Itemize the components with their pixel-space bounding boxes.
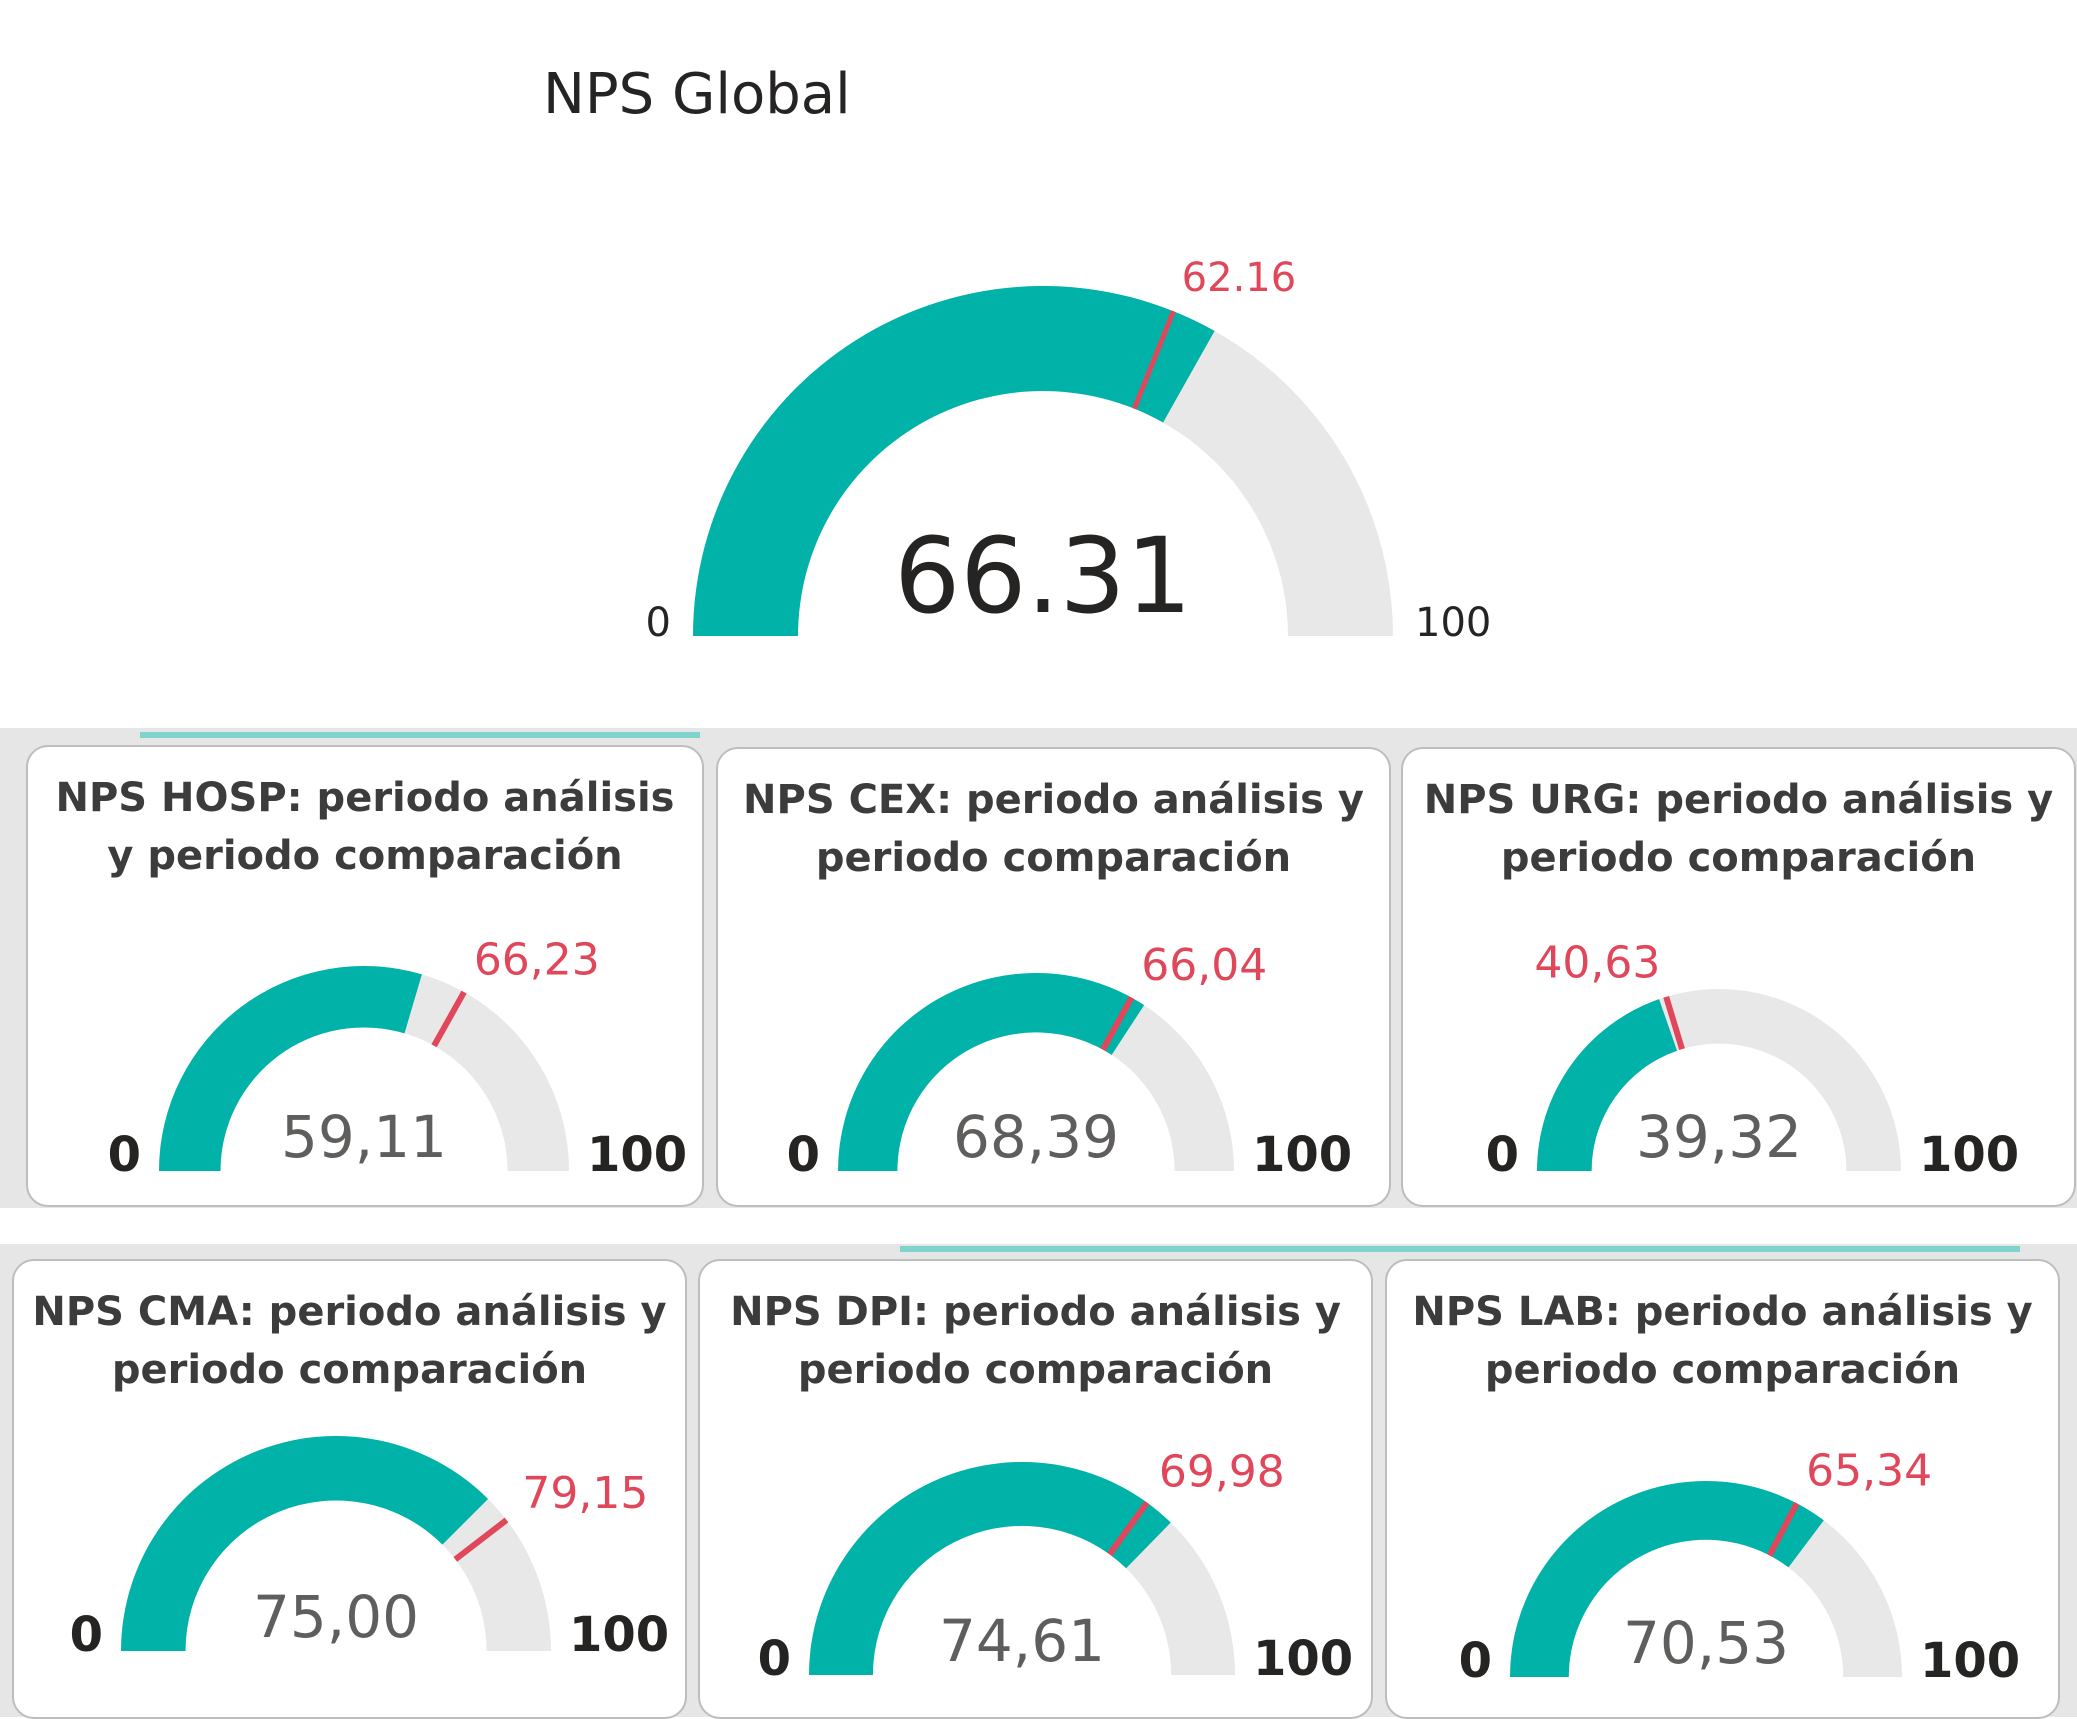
- gauge-card-title: NPS HOSP: periodo análisis y periodo com…: [55, 775, 675, 879]
- gauge-chart[interactable]: 66,04 68,39 0 100: [718, 749, 1391, 1207]
- gauge-card[interactable]: NPS HOSP: periodo análisis y periodo com…: [26, 745, 704, 1207]
- gauge-value-arc[interactable]: [1537, 999, 1678, 1171]
- gauge-target-label: 69,98: [1159, 1446, 1285, 1497]
- gauge-max-label: 100: [587, 1127, 687, 1183]
- gauge-chart[interactable]: 69,98 74,61 0 100: [700, 1261, 1373, 1719]
- gauge-chart[interactable]: 66,23 59,11 0 100: [28, 747, 704, 1207]
- gauge-card-title: NPS URG: periodo análisis y periodo comp…: [1423, 777, 2054, 881]
- gauge-value-arc[interactable]: [121, 1436, 489, 1651]
- gauge-target-marker[interactable]: [1107, 1500, 1150, 1557]
- gauge-value-arc[interactable]: [693, 286, 1215, 636]
- main-gauge-chart[interactable]: 62.16 66.31 0 100: [0, 0, 2077, 700]
- gauge-target-label: 66,04: [1141, 940, 1267, 991]
- gauge-min-label: 0: [108, 1127, 141, 1183]
- gauge-max-label: 100: [1920, 1633, 2020, 1689]
- gauge-chart[interactable]: 79,15 75,00 0 100: [14, 1261, 687, 1719]
- gauge-value-arc[interactable]: [809, 1462, 1171, 1675]
- main-gauge-title: NPS Global: [543, 62, 851, 127]
- gauge-max-label: 100: [1252, 1127, 1352, 1183]
- gauge-value-label: 66.31: [894, 515, 1192, 637]
- gauge-target-label: 65,34: [1806, 1446, 1932, 1497]
- gauge-value-label: 59,11: [281, 1103, 447, 1171]
- row-2-accent-bar: [900, 1246, 2020, 1252]
- gauge-target-label: 62.16: [1182, 255, 1297, 301]
- gauge-target-marker[interactable]: [1766, 1501, 1800, 1557]
- gauge-target-marker[interactable]: [453, 1517, 509, 1562]
- gauge-max-label: 100: [569, 1607, 669, 1663]
- gauge-card[interactable]: NPS DPI: periodo análisis y periodo comp…: [698, 1259, 1373, 1719]
- gauge-min-label: 0: [1459, 1633, 1492, 1689]
- gauge-card-title: NPS CEX: periodo análisis y periodo comp…: [743, 777, 1364, 881]
- gauge-value-arc[interactable]: [838, 973, 1145, 1171]
- gauge-chart[interactable]: 65,34 70,53 0 100: [1387, 1261, 2060, 1719]
- gauge-card[interactable]: NPS LAB: periodo análisis y periodo comp…: [1385, 1259, 2060, 1719]
- gauge-card[interactable]: NPS CMA: periodo análisis y periodo comp…: [12, 1259, 687, 1719]
- gauge-card[interactable]: NPS CEX: periodo análisis y periodo comp…: [716, 747, 1391, 1207]
- gauge-value-label: 75,00: [253, 1583, 419, 1651]
- gauge-value-arc[interactable]: [159, 965, 422, 1171]
- gauge-max-label: 100: [1253, 1631, 1353, 1687]
- gauge-value-label: 39,32: [1636, 1103, 1802, 1171]
- gauge-min-label: 0: [758, 1631, 791, 1687]
- gauge-value-arc[interactable]: [1510, 1481, 1824, 1677]
- gauge-card-title: NPS CMA: periodo análisis y periodo comp…: [32, 1289, 667, 1393]
- gauge-min-label: 0: [70, 1607, 103, 1663]
- gauge-card-title: NPS DPI: periodo análisis y periodo comp…: [730, 1289, 1341, 1393]
- gauge-target-marker[interactable]: [431, 990, 467, 1048]
- gauge-min-label: 0: [787, 1127, 820, 1183]
- gauge-value-label: 74,61: [939, 1607, 1105, 1675]
- gauge-value-label: 70,53: [1623, 1609, 1789, 1677]
- gauge-max-label: 100: [1919, 1127, 2019, 1183]
- gauge-target-label: 66,23: [474, 935, 600, 986]
- row-1-accent-bar: [140, 732, 700, 738]
- gauge-card[interactable]: NPS URG: periodo análisis y periodo comp…: [1401, 747, 2076, 1207]
- gauge-value-label: 68,39: [953, 1103, 1119, 1171]
- gauge-max-label: 100: [1415, 600, 1491, 646]
- gauge-min-label: 0: [646, 600, 671, 646]
- gauge-target-marker[interactable]: [1100, 996, 1135, 1052]
- gauge-min-label: 0: [1486, 1127, 1519, 1183]
- gauge-target-label: 79,15: [522, 1468, 648, 1519]
- gauge-target-marker[interactable]: [1663, 995, 1685, 1050]
- gauge-target-marker[interactable]: [1132, 310, 1176, 410]
- gauge-chart[interactable]: 40,63 39,32 0 100: [1403, 749, 2076, 1207]
- gauge-target-label: 40,63: [1534, 938, 1660, 989]
- gauge-card-title: NPS LAB: periodo análisis y periodo comp…: [1412, 1289, 2033, 1393]
